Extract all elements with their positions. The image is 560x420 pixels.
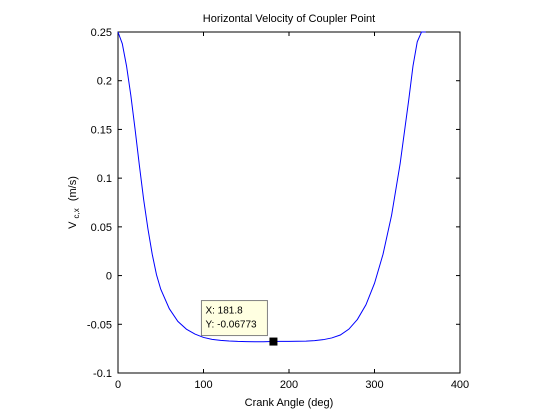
plot-area [117, 31, 461, 374]
x-axis: 0 100 200 300 400 [115, 32, 469, 391]
y-tick-label: 0.25 [91, 27, 112, 39]
datatip-marker[interactable] [269, 337, 278, 346]
y-axis-label-base: V [67, 221, 79, 229]
x-tick-label: 200 [280, 379, 298, 391]
y-tick-label: 0.1 [97, 173, 112, 185]
datatip-box [200, 300, 268, 337]
y-axis-label: V c,x (m/s) [67, 176, 82, 229]
series-layer [117, 31, 426, 343]
y-tick-label: 0.15 [91, 124, 112, 136]
y-tick-label: 0.05 [91, 222, 112, 234]
x-axis-label: Crank Angle (deg) [245, 397, 334, 409]
datatip[interactable]: X: 181.8 Y: -0.06773 [200, 300, 278, 346]
y-axis-label-subscript: c,x [72, 208, 81, 218]
x-tick-label: 100 [194, 379, 212, 391]
x-tick-label: 300 [365, 379, 383, 391]
datatip-x-text: X: 181.8 [205, 306, 243, 317]
x-tick-label: 400 [451, 379, 469, 391]
series-line [117, 31, 426, 343]
y-axis: -0.1 -0.05 0 0.05 0.1 0.15 0.2 0.25 [87, 27, 460, 380]
y-tick-label: 0 [106, 271, 112, 283]
y-tick-label: -0.05 [87, 319, 112, 331]
datatip-y-text: Y: -0.06773 [205, 320, 257, 331]
y-axis-label-unit: (m/s) [67, 176, 79, 201]
y-tick-label: -0.1 [93, 368, 112, 380]
chart-title: Horizontal Velocity of Coupler Point [203, 13, 375, 25]
x-tick-label: 0 [115, 379, 121, 391]
y-tick-label: 0.2 [97, 76, 112, 88]
